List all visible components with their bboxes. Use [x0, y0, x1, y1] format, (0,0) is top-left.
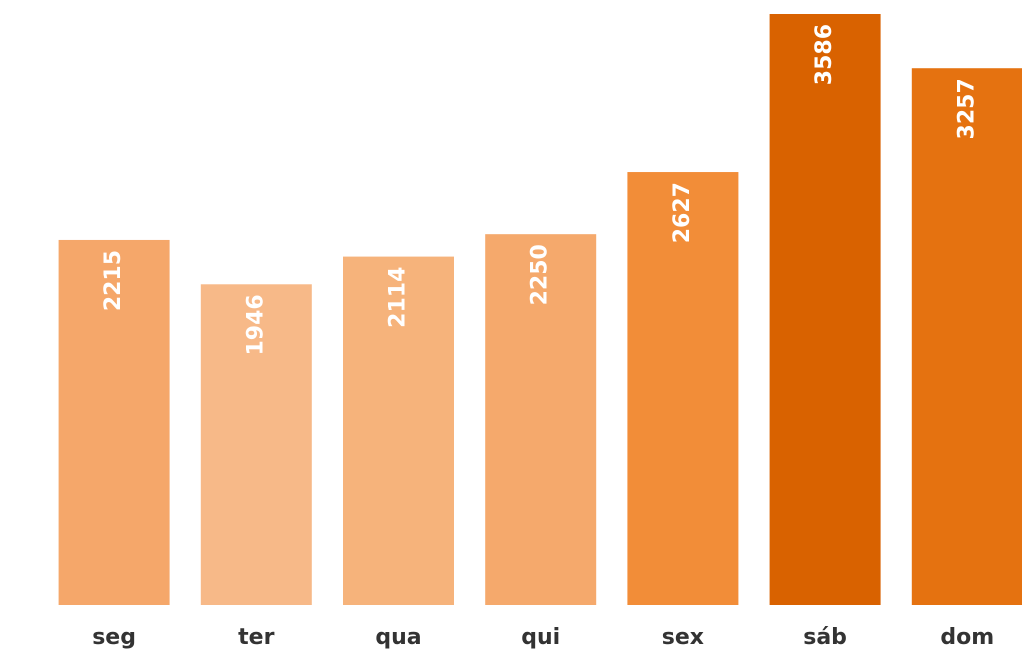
value-label: 2114	[386, 267, 411, 328]
value-label: 1946	[243, 294, 268, 355]
bar	[200, 284, 312, 605]
bar	[58, 239, 170, 605]
x-tick-label: qui	[521, 625, 560, 650]
value-label: 2250	[528, 244, 553, 305]
value-label: 3257	[954, 78, 979, 139]
bar	[485, 234, 597, 606]
value-label: 2627	[670, 182, 695, 243]
x-tick-label: sáb	[803, 625, 847, 650]
value-label: 3586	[812, 24, 837, 85]
x-tick-label: sex	[662, 625, 704, 650]
x-tick-label: dom	[940, 625, 994, 650]
x-tick-label: qua	[375, 625, 421, 650]
bar	[911, 68, 1022, 606]
value-label: 2215	[101, 250, 126, 311]
x-tick-label: seg	[92, 625, 136, 650]
bar	[343, 256, 454, 605]
bar	[627, 172, 739, 605]
bar	[769, 14, 881, 605]
x-tick-label: ter	[238, 625, 274, 650]
